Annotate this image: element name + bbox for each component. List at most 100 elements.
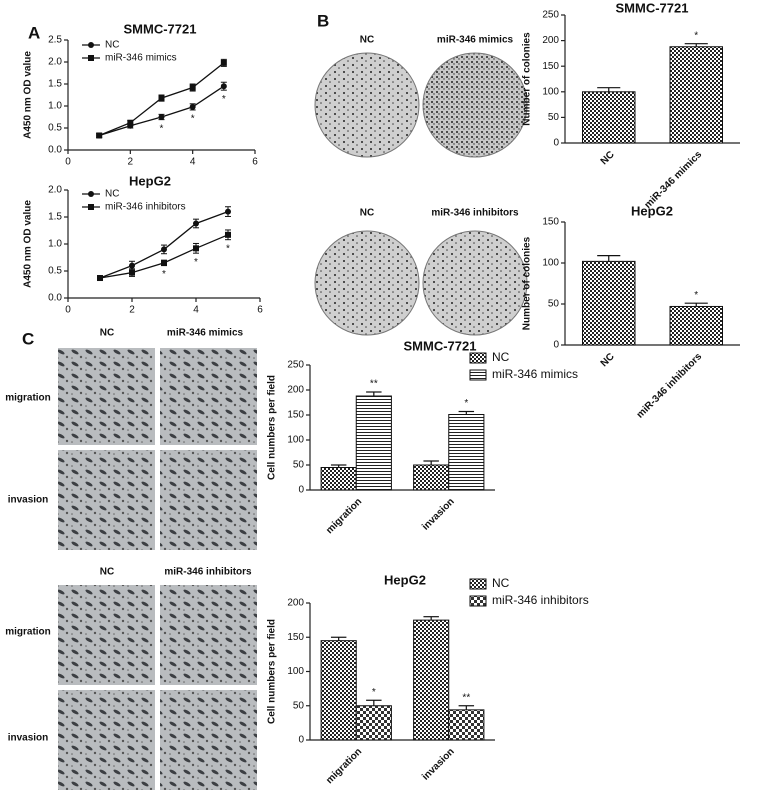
y-tick-label: 50 <box>293 460 305 471</box>
legend-label: miR-346 mimics <box>105 53 177 64</box>
x-tick-label: invasion <box>420 746 456 782</box>
point <box>225 208 231 215</box>
x-tick-label: 4 <box>193 305 199 316</box>
image-label: invasion <box>8 495 49 506</box>
bar <box>320 467 357 491</box>
bar <box>320 640 357 741</box>
legend-marker <box>88 42 94 48</box>
micrograph <box>160 585 257 685</box>
point <box>97 275 103 282</box>
y-tick-label: 50 <box>548 112 560 123</box>
point <box>193 220 199 227</box>
legend-marker <box>88 55 94 61</box>
image-label: migration <box>5 393 51 404</box>
y-tick-label: 250 <box>287 360 304 371</box>
point <box>220 83 227 90</box>
point <box>189 103 196 110</box>
annotation: * <box>694 290 698 301</box>
y-tick-label: 100 <box>542 258 559 269</box>
point <box>127 119 134 126</box>
image-label: NC <box>360 208 374 219</box>
legend-label: miR-346 inhibitors <box>492 593 589 607</box>
legend-label: miR-346 inhibitors <box>105 202 186 213</box>
image-label: miR-346 mimics <box>437 35 514 46</box>
image-label: miR-346 mimics <box>167 328 244 339</box>
image-label: NC <box>100 567 114 578</box>
y-tick-label: 1.5 <box>48 212 62 223</box>
point <box>158 114 165 120</box>
annotation: ** <box>462 692 470 703</box>
point <box>225 231 231 238</box>
annotation: * <box>191 114 195 125</box>
colony-dish <box>422 230 528 336</box>
legend-marker <box>88 204 94 210</box>
chart-title: HepG2 <box>384 572 426 587</box>
annotation: ** <box>370 379 378 390</box>
legend-label: NC <box>492 576 510 590</box>
y-tick-label: 0 <box>553 340 559 351</box>
y-tick-label: 0.0 <box>48 293 62 304</box>
y-tick-label: 1.0 <box>48 239 62 250</box>
x-tick-label: 4 <box>190 157 196 168</box>
y-tick-label: 200 <box>287 385 304 396</box>
legend-swatch <box>469 352 487 364</box>
y-tick-label: 0 <box>553 138 559 149</box>
annotation: * <box>162 269 166 280</box>
legend-marker <box>88 191 94 197</box>
y-tick-label: 50 <box>293 700 305 711</box>
legend-swatch <box>469 369 487 381</box>
y-tick-label: 1.5 <box>48 79 62 90</box>
chart-title: SMMC-7721 <box>124 21 197 36</box>
y-axis-label: A450 nm OD value <box>23 200 34 288</box>
x-tick-label: miR-346 mimics <box>643 149 705 211</box>
x-tick-label: 2 <box>128 157 134 168</box>
y-tick-label: 50 <box>548 299 560 310</box>
y-tick-label: 150 <box>542 61 559 72</box>
x-tick-label: 6 <box>257 305 263 316</box>
image-label: invasion <box>8 733 49 744</box>
y-tick-label: 250 <box>542 10 559 21</box>
micrograph <box>58 348 155 445</box>
x-tick-label: miR-346 inhibitors <box>635 351 705 421</box>
y-tick-label: 0.0 <box>48 145 62 156</box>
annotation: * <box>194 257 198 268</box>
y-tick-label: 100 <box>287 435 304 446</box>
colony-dish <box>422 52 528 158</box>
y-tick-label: 1.0 <box>48 101 62 112</box>
y-tick-label: 0.5 <box>48 123 62 134</box>
y-tick-label: 150 <box>287 632 304 643</box>
x-tick-label: 0 <box>65 305 71 316</box>
x-tick-label: 0 <box>65 157 71 168</box>
point <box>189 84 196 91</box>
colony-dish <box>314 230 420 336</box>
x-tick-label: 6 <box>252 157 258 168</box>
bar <box>448 709 485 741</box>
micrograph <box>160 690 257 790</box>
bar <box>669 46 723 144</box>
y-tick-label: 200 <box>287 598 304 609</box>
annotation: * <box>372 687 376 698</box>
point <box>129 262 135 269</box>
y-tick-label: 200 <box>542 35 559 46</box>
annotation: * <box>694 30 698 41</box>
y-axis-label: A450 nm OD value <box>23 51 34 139</box>
micrograph <box>160 450 257 550</box>
image-label: miR-346 inhibitors <box>431 208 519 219</box>
bar <box>355 395 392 491</box>
image-label: miR-346 inhibitors <box>164 567 252 578</box>
y-tick-label: 0 <box>298 735 304 746</box>
chart-title: HepG2 <box>631 203 673 218</box>
legend-swatch <box>469 595 487 607</box>
bar <box>355 705 392 741</box>
annotation: * <box>222 94 226 105</box>
y-tick-label: 150 <box>287 410 304 421</box>
micrograph <box>58 585 155 685</box>
x-tick-label: NC <box>599 149 617 167</box>
x-tick-label: NC <box>599 351 617 369</box>
annotation: * <box>226 243 230 254</box>
micrograph <box>160 348 257 445</box>
y-tick-label: 0 <box>298 485 304 496</box>
y-axis-label: Number of colonies <box>522 32 533 126</box>
x-tick-label: migration <box>324 746 364 786</box>
